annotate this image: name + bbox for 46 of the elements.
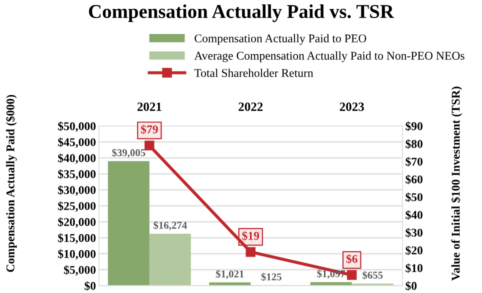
y2-tick-label: $30 [406,228,423,238]
y2-tick-label: $90 [406,122,423,131]
y2-axis-title: Value of Initial $100 Investment (TSR) [451,86,462,281]
x-tick-label: 2022 [238,102,263,111]
data-label: $1,021 [216,270,244,280]
y-tick-label: $25,000 [58,201,96,212]
y2-tick-label: $40 [406,210,423,220]
y-tick-label: $10,000 [58,249,96,260]
bar [149,234,191,286]
y2-tick-label: $20 [406,246,423,256]
y2-tick-label: $0 [406,281,417,291]
data-label: $655 [362,271,383,280]
y-tick-label: $45,000 [58,138,96,148]
y-tick-label: $20,000 [58,217,96,228]
y2-tick-label: $60 [406,174,423,184]
y-tick-label: $30,000 [58,185,96,196]
point [347,270,357,280]
y-axis-title: Compensation Actually Paid ($000) [6,94,17,272]
y2-tick-label: $50 [406,192,423,202]
y2-tick-label: $10 [406,263,423,273]
data-label: $39,005 [112,148,146,158]
data-label: $6 [346,254,358,264]
data-label: $125 [261,272,282,282]
data-label: $1,097 [317,270,346,279]
bar [310,282,352,286]
y-tick-label: $35,000 [58,169,96,180]
y2-tick-label: $80 [406,139,423,149]
legend-label: Average Compensation Actually Paid to Non-PEO NEOs [194,51,464,62]
legend-label: Compensation Actually Paid to PEO [194,34,366,45]
y-tick-label: $0 [84,281,96,291]
data-label: $16,274 [154,221,187,230]
point [246,247,256,257]
y-tick-label: $5,000 [64,265,96,276]
y2-tick-label: $70 [406,157,423,166]
chart-title: Compensation Actually Paid vs. TSR [88,4,394,22]
y-tick-label: $50,000 [58,122,96,132]
data-label: $19 [242,231,260,241]
bar [108,161,150,286]
y-tick-label: $15,000 [58,233,96,244]
bar [209,282,251,286]
x-tick-label: 2021 [137,102,162,111]
x-tick-label: 2023 [340,102,364,111]
legend-label: Total Shareholder Return [194,68,314,78]
point [144,140,154,150]
y-tick-label: $40,000 [58,153,96,164]
data-label: $79 [140,124,158,134]
